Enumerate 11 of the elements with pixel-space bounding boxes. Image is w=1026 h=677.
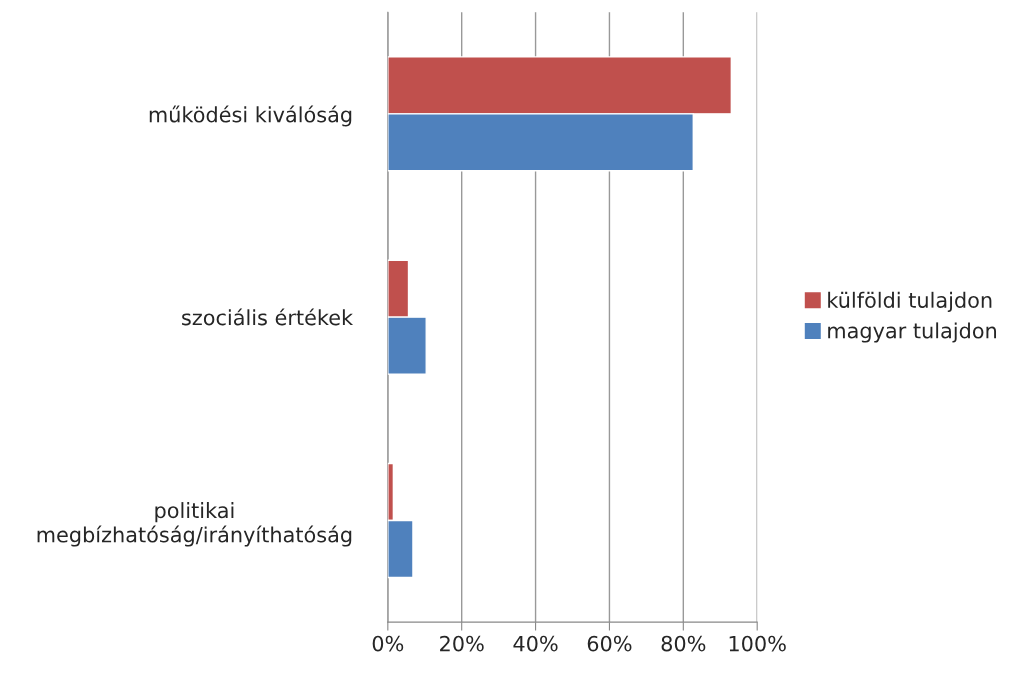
legend-label: külföldi tulajdon bbox=[828, 291, 992, 312]
x-tick-label: 60% bbox=[587, 635, 632, 652]
x-tick-label: 100% bbox=[729, 635, 786, 652]
y-tick-label: működési kiválóság bbox=[149, 105, 352, 127]
x-tick-label: 40% bbox=[513, 635, 558, 652]
y-tick-label: politikai megbízhatóság/irányíthatóság bbox=[37, 502, 352, 547]
legend-label: magyar tulajdon bbox=[828, 322, 997, 343]
x-tick-label: 80% bbox=[661, 635, 706, 652]
y-tick-label: szociális értékek bbox=[182, 308, 354, 326]
x-tick-label: 20% bbox=[440, 635, 484, 652]
x-tick-label: 0% bbox=[372, 635, 404, 652]
